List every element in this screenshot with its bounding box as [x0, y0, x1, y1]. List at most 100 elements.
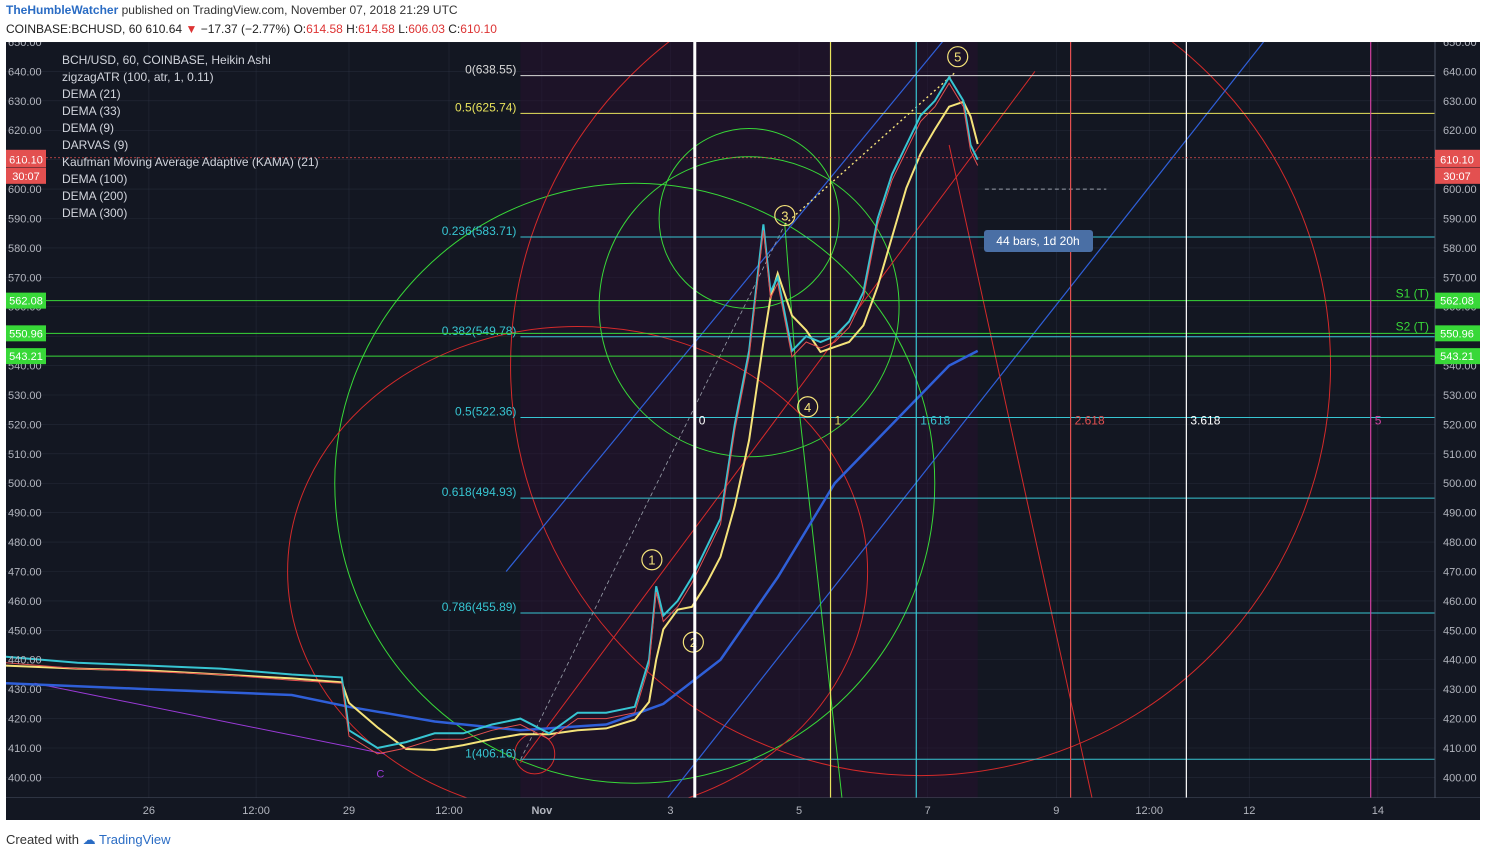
- wave-marker: [947, 46, 969, 68]
- x-tick-label: 29: [343, 805, 355, 817]
- y-tick-label-right: 490.00: [1443, 508, 1477, 520]
- close-label: C:: [448, 22, 461, 36]
- fib-level-label: 0.236(583.71): [442, 224, 517, 238]
- drawing-tools: [34, 0, 1331, 822]
- time-axis[interactable]: 26 12:00 29 12:00 Nov 3 5 7 9 12:00 12 14: [143, 805, 1384, 817]
- y-tick-label-right: 470.00: [1443, 566, 1477, 578]
- y-tick-label-right: 500.00: [1443, 478, 1477, 490]
- fib-level-label: 0(638.55): [465, 63, 516, 77]
- fib-time-label: 0: [699, 413, 706, 427]
- y-tick-label-left: 590.00: [8, 213, 42, 225]
- measure-badge: [984, 230, 1093, 252]
- pivot-lines: S1 (T) S2 (T): [6, 287, 1435, 357]
- symbol-name: COINBASE:BCHUSD,: [6, 22, 126, 36]
- y-tick-label-right: 590.00: [1443, 213, 1477, 225]
- y-tick-label-right: 510.00: [1443, 449, 1477, 461]
- high-value: 614.58: [358, 22, 395, 36]
- price-line: [5, 75, 979, 750]
- green-drop: [798, 409, 843, 799]
- legend-entry: DARVAS (9): [62, 138, 128, 152]
- y-tick-label-right: 650.00: [1443, 42, 1477, 49]
- price-badge-left: [6, 292, 46, 309]
- y-tick-label-right: 450.00: [1443, 625, 1477, 637]
- y-tick-label-left: 600.00: [8, 184, 42, 196]
- down-arrow-icon: ▼: [185, 22, 198, 36]
- tradingview-brand-link[interactable]: TradingView: [99, 832, 171, 847]
- y-tick-label-right: 530.00: [1443, 390, 1477, 402]
- y-tick-label-left: 460.00: [8, 596, 42, 608]
- x-tick-label: 7: [925, 805, 931, 817]
- price-axis[interactable]: 400.00400.00410.00410.00420.00420.00430.…: [8, 37, 1477, 784]
- price-badge-text: 550.96: [1440, 328, 1474, 340]
- y-tick-label-right: 570.00: [1443, 272, 1477, 284]
- low-value: 606.03: [408, 22, 445, 36]
- y-tick-label-right: 410.00: [1443, 743, 1477, 755]
- y-tick-label-left: 440.00: [8, 655, 42, 667]
- y-tick-label-right: 420.00: [1443, 714, 1477, 726]
- wave-label: 1: [648, 553, 655, 568]
- last-price: 610.64: [145, 22, 183, 36]
- price-badge-left: [6, 151, 46, 168]
- purple-trend: [34, 682, 385, 755]
- time-axis-bg[interactable]: [6, 798, 1480, 820]
- y-tick-label-left: 570.00: [8, 272, 42, 284]
- high-label: H:: [346, 22, 359, 36]
- channel-lower: [648, 41, 1264, 822]
- fib-level-label: 0.618(494.93): [442, 485, 517, 499]
- y-tick-label-right: 620.00: [1443, 125, 1477, 137]
- price-badge-right: [1435, 325, 1480, 342]
- author-link[interactable]: TheHumbleWatcher: [6, 3, 119, 17]
- wave-marker: [641, 549, 663, 571]
- price-line-red: [5, 82, 979, 755]
- price-badge-text-left: 562.08: [9, 296, 43, 308]
- fib-retracement: 0(638.55) 0.5(625.74) 0.236(583.71) 0.382(5…: [442, 63, 1435, 760]
- measure-tool: 44 bars, 1d 20h: [984, 230, 1093, 252]
- kama-line: [5, 100, 979, 752]
- legend-entry: BCH/USD, 60, COINBASE, Heikin Ashi: [62, 53, 271, 67]
- y-tick-label-left: 500.00: [8, 478, 42, 490]
- y-tick-label-left: 510.00: [8, 449, 42, 461]
- fib-level-label: 0.5(625.74): [455, 100, 516, 114]
- y-tick-label-right: 630.00: [1443, 96, 1477, 108]
- y-tick-label-left: 530.00: [8, 390, 42, 402]
- price-badge-right: [1435, 151, 1480, 168]
- fib-circle-red: [510, 0, 1331, 776]
- x-tick-label: 12:00: [242, 805, 270, 817]
- y-tick-label-right: 400.00: [1443, 772, 1477, 784]
- legend-entry: DEMA (9): [62, 121, 114, 135]
- y-tick-label-left: 490.00: [8, 508, 42, 520]
- fib-level-label: 0.5(522.36): [455, 404, 516, 418]
- y-tick-label-right: 580.00: [1443, 243, 1477, 255]
- y-tick-label-left: 450.00: [8, 625, 42, 637]
- close-value: 610.10: [460, 22, 497, 36]
- tradingview-logo-icon: ☁: [82, 832, 96, 847]
- price-badge-left: [6, 167, 46, 184]
- chart-area[interactable]: 0(638.55) 0.5(625.74) 0.236(583.71) 0.382(5…: [5, 0, 1480, 822]
- x-tick-label: 9: [1053, 805, 1059, 817]
- price-badge-left: [6, 325, 46, 342]
- price-badge-text-left: 550.96: [9, 328, 43, 340]
- wave-label: C: [376, 769, 384, 781]
- legend-entry: DEMA (21): [62, 87, 121, 101]
- published-text: published on TradingView.com, November 0…: [121, 3, 458, 17]
- shaded-range: [520, 42, 978, 798]
- price-badge-text: 543.21: [1440, 351, 1474, 363]
- price-badges: 610.64610.64610.10610.1030:0730:07562.08…: [6, 149, 1480, 365]
- price-chart[interactable]: 0(638.55) 0.5(625.74) 0.236(583.71) 0.382(5…: [5, 0, 1480, 822]
- timeframe: 60: [128, 22, 143, 36]
- publish-header: TheHumbleWatcher published on TradingVie…: [6, 3, 458, 17]
- indicator-legend: BCH/USD, 60, COINBASE, Heikin Ashi zigzag…: [62, 53, 319, 220]
- fib-time-label: 5: [1375, 413, 1382, 427]
- y-tick-label-right: 600.00: [1443, 184, 1477, 196]
- y-tick-label-left: 630.00: [8, 96, 42, 108]
- x-tick-label: Nov: [531, 805, 553, 817]
- open-value: 614.58: [306, 22, 343, 36]
- price-badge-text: 562.08: [1440, 296, 1474, 308]
- dema-300-line: [5, 349, 979, 732]
- y-tick-label-left: 420.00: [8, 714, 42, 726]
- legend-entry: DEMA (200): [62, 189, 127, 203]
- wave-label: 4: [804, 400, 811, 415]
- fib-circle-large: [334, 182, 936, 784]
- green-leg: [784, 224, 800, 410]
- wave-marker: [797, 396, 819, 418]
